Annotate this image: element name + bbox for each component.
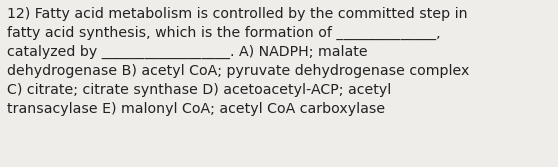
Text: 12) Fatty acid metabolism is controlled by the committed step in
fatty acid synt: 12) Fatty acid metabolism is controlled … — [7, 7, 470, 116]
